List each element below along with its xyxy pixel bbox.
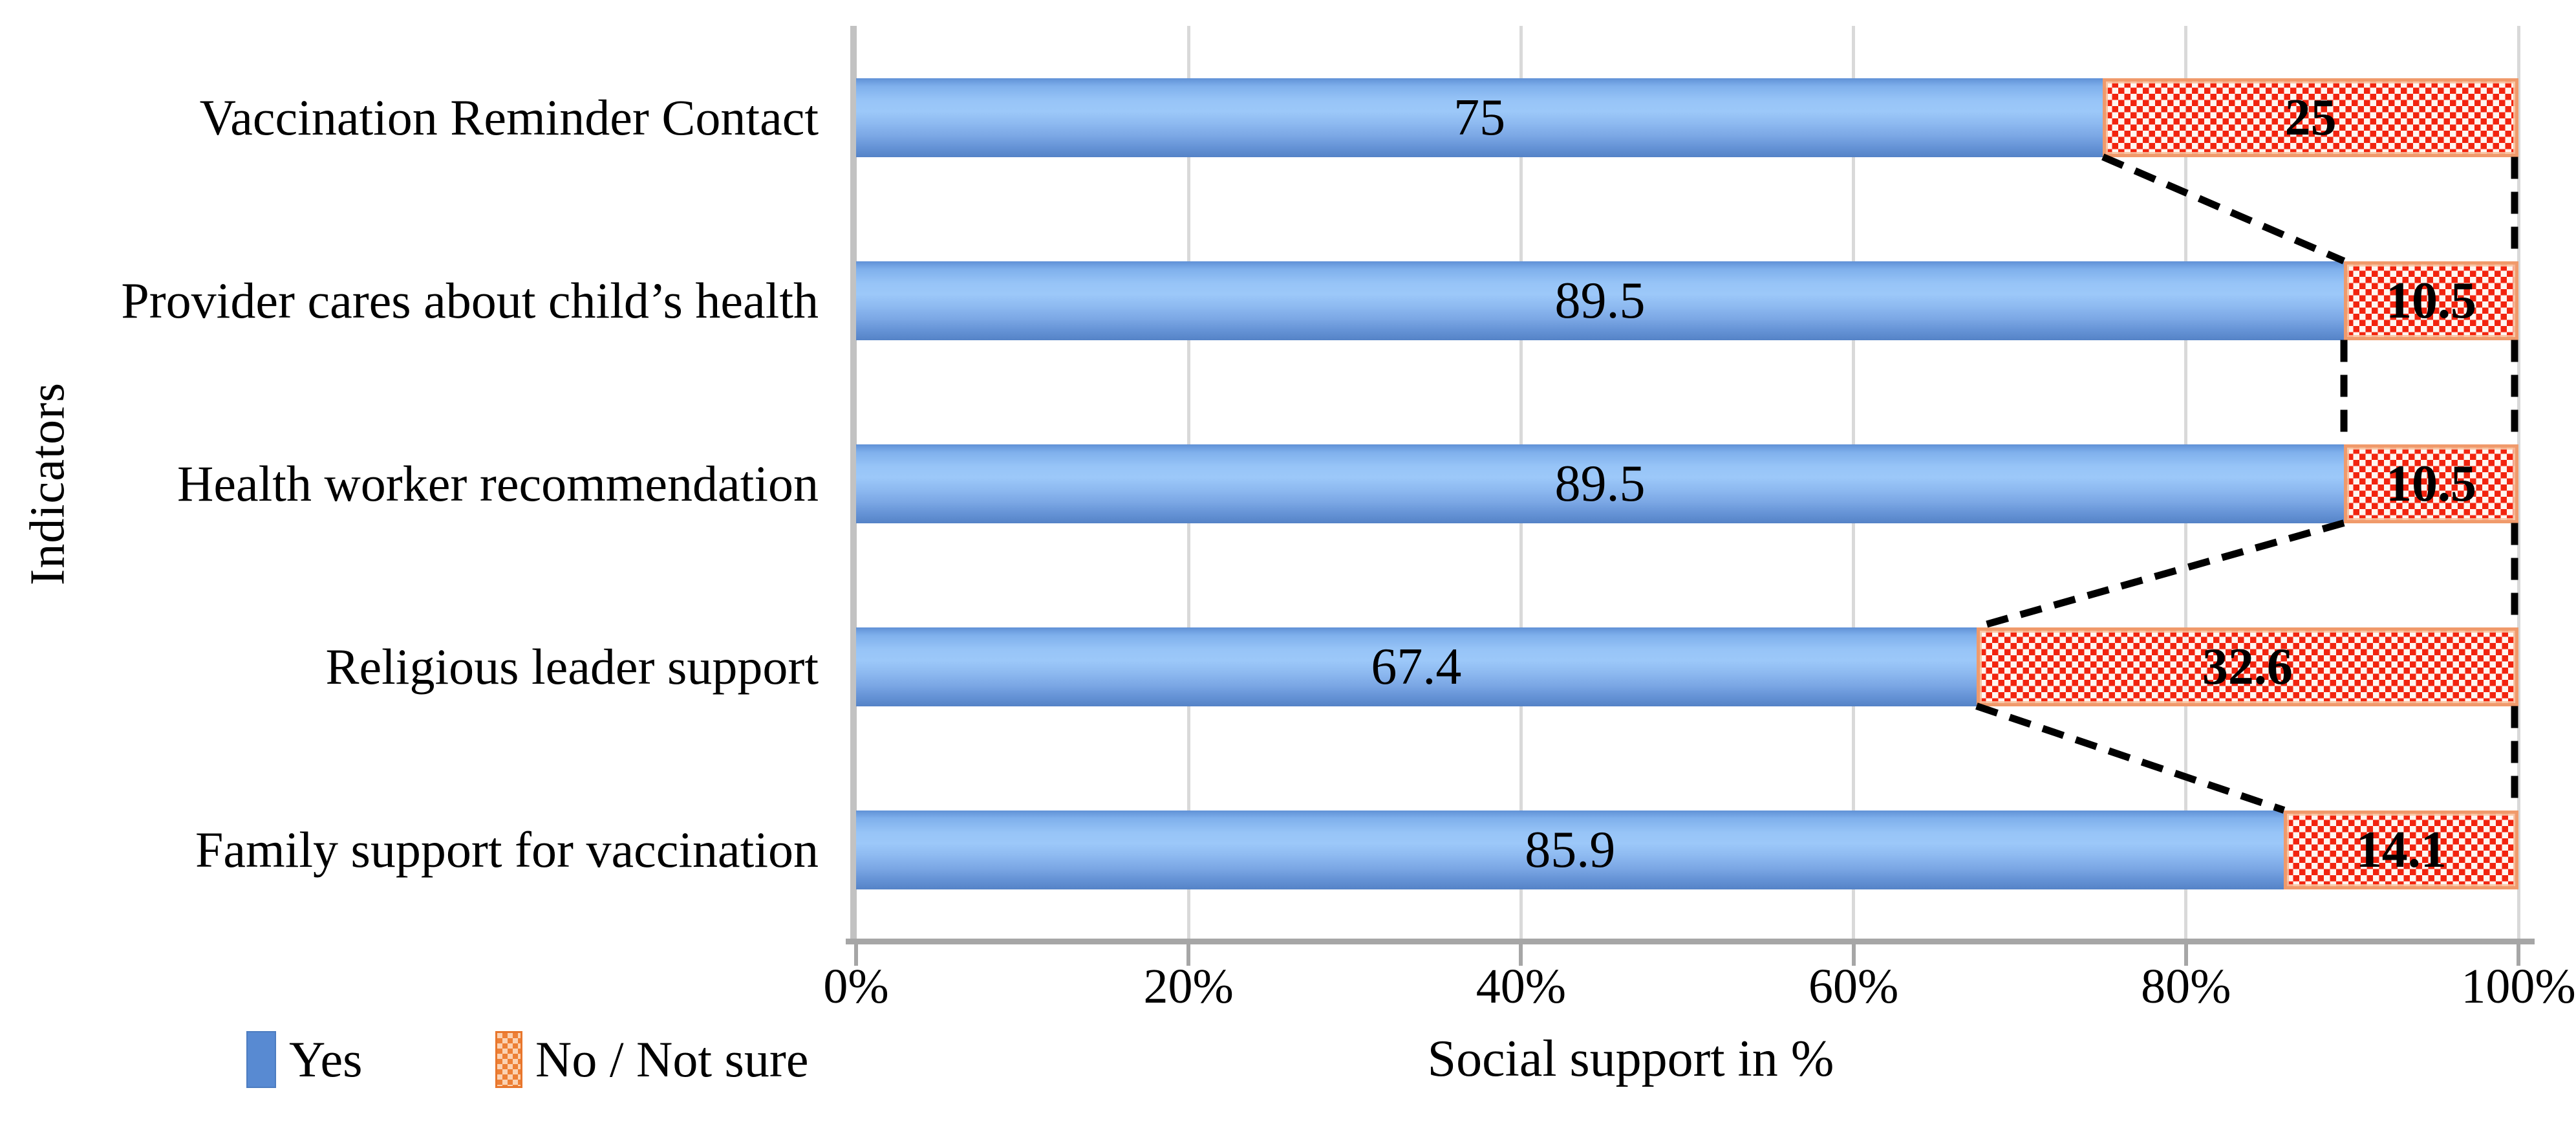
bar-segment-yes: 89.5 [856, 444, 2345, 523]
category-label: Provider cares about child’s health [121, 272, 819, 329]
x-tick-label: 40% [1476, 959, 1567, 1014]
connector-line [2101, 153, 2346, 265]
bar-value-label: 89.5 [1554, 455, 1646, 512]
bar-value-label: 10.5 [2386, 455, 2477, 512]
x-tick-label: 100% [2461, 959, 2576, 1014]
bar-segment-yes: 85.9 [856, 810, 2284, 889]
bar-row: 89.5 10.5 [856, 444, 2518, 523]
bar-value-label: 89.5 [1554, 272, 1646, 329]
category-label: Vaccination Reminder Contact [199, 89, 819, 146]
bar-segment-no: 10.5 [2344, 444, 2518, 523]
x-tick [1519, 939, 1523, 966]
legend-label: No / Not sure [535, 1031, 809, 1087]
x-tick-label: 60% [1808, 959, 1899, 1014]
category-label: Religious leader support [325, 638, 819, 695]
bar-segment-no: 14.1 [2284, 810, 2518, 889]
x-tick [1851, 939, 1856, 966]
x-tick-label: 0% [823, 959, 889, 1014]
x-tick-label: 20% [1143, 959, 1234, 1014]
bar-segment-no: 10.5 [2344, 261, 2518, 340]
category-label: Health worker recommendation [177, 455, 819, 512]
legend-yes-swatch [246, 1031, 276, 1088]
bar-value-label: 85.9 [1525, 821, 1616, 878]
bar-value-label: 32.6 [2202, 638, 2293, 695]
bar-value-label: 25 [2284, 89, 2337, 146]
x-axis-title: Social support in % [1427, 1030, 1834, 1087]
bar-row: 75 25 [856, 78, 2518, 157]
connector-line [1975, 519, 2345, 631]
gridline [2517, 26, 2520, 940]
x-tick-label: 80% [2141, 959, 2231, 1014]
bar-value-label: 67.4 [1371, 638, 1462, 695]
x-tick [2517, 939, 2520, 966]
connector-lines [1975, 153, 2518, 814]
x-tick [2184, 939, 2188, 966]
bar-value-label: 10.5 [2386, 272, 2477, 329]
bar-value-label: 14.1 [2356, 821, 2447, 878]
bar-segment-no: 25 [2103, 78, 2518, 157]
bar-row: 85.9 14.1 [856, 810, 2518, 889]
bar-row: 67.4 32.6 [856, 627, 2518, 706]
legend-item: No / Not sure [495, 1027, 808, 1092]
legend-no-swatch [495, 1031, 522, 1088]
connector-line [1975, 702, 2286, 814]
x-tick [854, 939, 858, 966]
legend-item: Yes [246, 1027, 363, 1092]
bar-segment-no: 32.6 [1976, 627, 2518, 706]
x-tick [1186, 939, 1191, 966]
bar-segment-yes: 75 [856, 78, 2103, 157]
legend-label: Yes [289, 1031, 363, 1087]
bar-segment-yes: 89.5 [856, 261, 2345, 340]
bar-value-label: 75 [1454, 89, 1506, 146]
category-label: Family support for vaccination [195, 821, 819, 878]
x-axis-line [846, 939, 2535, 944]
bar-row: 89.5 10.5 [856, 261, 2518, 340]
bar-segment-yes: 67.4 [856, 627, 1977, 706]
y-axis-line [850, 26, 857, 941]
